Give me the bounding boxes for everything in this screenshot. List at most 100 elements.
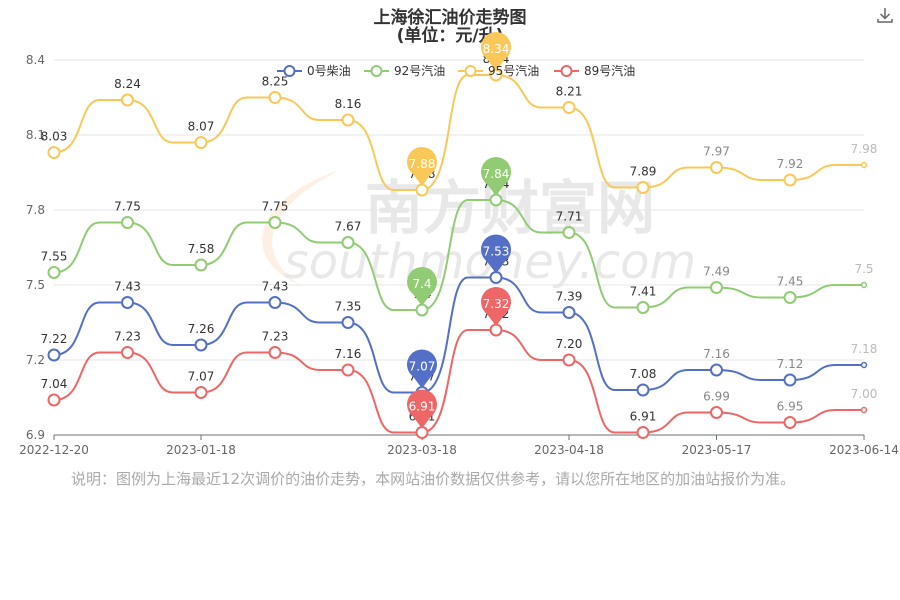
data-point — [47, 146, 61, 159]
chart-note: 说明：图例为上海最近12次调价的油价走势，本网站油价数据仅供参考，请以您所在地区… — [71, 470, 796, 488]
data-point — [860, 406, 868, 414]
data-point — [636, 181, 650, 194]
data-point — [710, 161, 723, 174]
max-marker-shape — [481, 234, 511, 274]
data-label: 7.58 — [188, 242, 215, 256]
max-marker: 7.84 — [481, 157, 511, 196]
series-line — [53, 329, 864, 434]
legend-item[interactable]: 89号汽油 — [554, 63, 635, 78]
legend-symbol — [560, 65, 573, 77]
max-marker: 7.32 — [481, 287, 511, 326]
data-label: 6.91 — [630, 410, 657, 424]
data-label: 7.97 — [703, 145, 730, 159]
data-label: 7.16 — [703, 347, 730, 361]
x-tick-label: 2023-06-14 — [829, 443, 899, 457]
data-point — [121, 296, 134, 309]
data-label: 7.67 — [335, 220, 362, 234]
data-point — [341, 316, 355, 329]
data-point — [121, 216, 134, 229]
data-point — [121, 93, 134, 107]
series-1: 7.557.757.587.757.677.47.847.717.417.497… — [41, 177, 874, 317]
watermark-swoosh — [262, 170, 340, 285]
legend-item[interactable]: 92号汽油 — [364, 63, 445, 78]
legend-label: 0号柴油 — [307, 64, 351, 78]
data-point — [415, 426, 429, 439]
data-point — [860, 361, 868, 369]
min-marker: 6.91 — [407, 389, 438, 429]
data-label: 6.95 — [777, 400, 804, 414]
data-label: 7.04 — [41, 377, 68, 391]
data-point — [489, 323, 503, 337]
data-point — [268, 296, 282, 309]
data-label: 8.07 — [188, 120, 215, 134]
data-label: 7.5 — [854, 262, 873, 276]
data-label: 7.41 — [630, 285, 657, 299]
data-label: 7.23 — [114, 330, 141, 344]
min-marker: 7.88 — [407, 147, 438, 186]
legend-item[interactable]: 0号柴油 — [277, 64, 351, 78]
min-marker-shape — [407, 349, 438, 389]
data-label: 8.25 — [262, 75, 289, 89]
data-point — [710, 281, 723, 294]
data-point — [194, 258, 208, 272]
data-point — [268, 216, 282, 229]
y-tick-label: 7.8 — [26, 203, 45, 217]
max-marker-shape — [481, 157, 511, 196]
data-label: 8.16 — [335, 97, 362, 111]
series-line — [53, 276, 864, 394]
legend-label: 95号汽油 — [488, 63, 539, 78]
data-label: 6.99 — [703, 390, 730, 404]
data-point — [415, 303, 429, 317]
watermark-text: 南方财富网 — [365, 174, 655, 242]
data-point — [489, 193, 503, 207]
min-marker-label: 6.91 — [409, 400, 436, 414]
data-label: 7.98 — [851, 142, 878, 156]
data-point — [415, 183, 429, 197]
data-label: 7.71 — [556, 210, 583, 224]
data-point — [268, 346, 282, 359]
data-point — [268, 91, 282, 104]
data-label: 7.16 — [335, 347, 362, 361]
data-point — [562, 101, 576, 114]
min-marker: 7.07 — [407, 349, 438, 389]
data-label: 7.20 — [556, 337, 583, 351]
min-marker: 7.4 — [407, 267, 438, 306]
data-label: 7.08 — [630, 367, 657, 381]
min-marker-label: 7.4 — [412, 277, 431, 291]
data-point — [194, 136, 208, 149]
legend-symbol — [464, 65, 477, 77]
min-marker-label: 7.88 — [409, 157, 436, 171]
data-point — [47, 393, 61, 407]
min-marker-shape — [407, 389, 438, 429]
data-label: 7.07 — [188, 370, 215, 384]
data-point — [562, 353, 576, 367]
data-label: 7.35 — [335, 300, 362, 314]
data-label: 8.24 — [114, 77, 141, 91]
data-label: 7.39 — [556, 290, 583, 304]
data-point — [636, 301, 650, 314]
data-point — [783, 291, 797, 304]
series-line — [53, 199, 864, 311]
data-point — [562, 226, 576, 239]
data-point — [194, 338, 208, 352]
data-point — [341, 113, 355, 127]
y-tick-label: 7.2 — [26, 353, 45, 367]
legend-item[interactable]: 95号汽油 — [458, 63, 539, 78]
data-label: 8.03 — [41, 130, 68, 144]
data-label: 7.22 — [41, 332, 68, 346]
x-tick-label: 2023-04-18 — [534, 443, 604, 457]
data-point — [636, 383, 650, 397]
max-marker: 8.34 — [481, 32, 512, 71]
y-tick-label: 7.5 — [26, 278, 45, 292]
data-point — [121, 346, 134, 359]
data-point — [194, 386, 208, 399]
data-point — [710, 406, 723, 419]
data-label: 7.43 — [114, 280, 141, 294]
download-icon[interactable] — [876, 6, 894, 24]
data-label: 7.18 — [851, 342, 878, 356]
data-point — [489, 271, 503, 284]
max-marker-label: 7.32 — [483, 297, 510, 311]
y-tick-label: 8.4 — [26, 53, 45, 67]
legend-symbol — [283, 65, 296, 77]
data-point — [636, 426, 650, 439]
